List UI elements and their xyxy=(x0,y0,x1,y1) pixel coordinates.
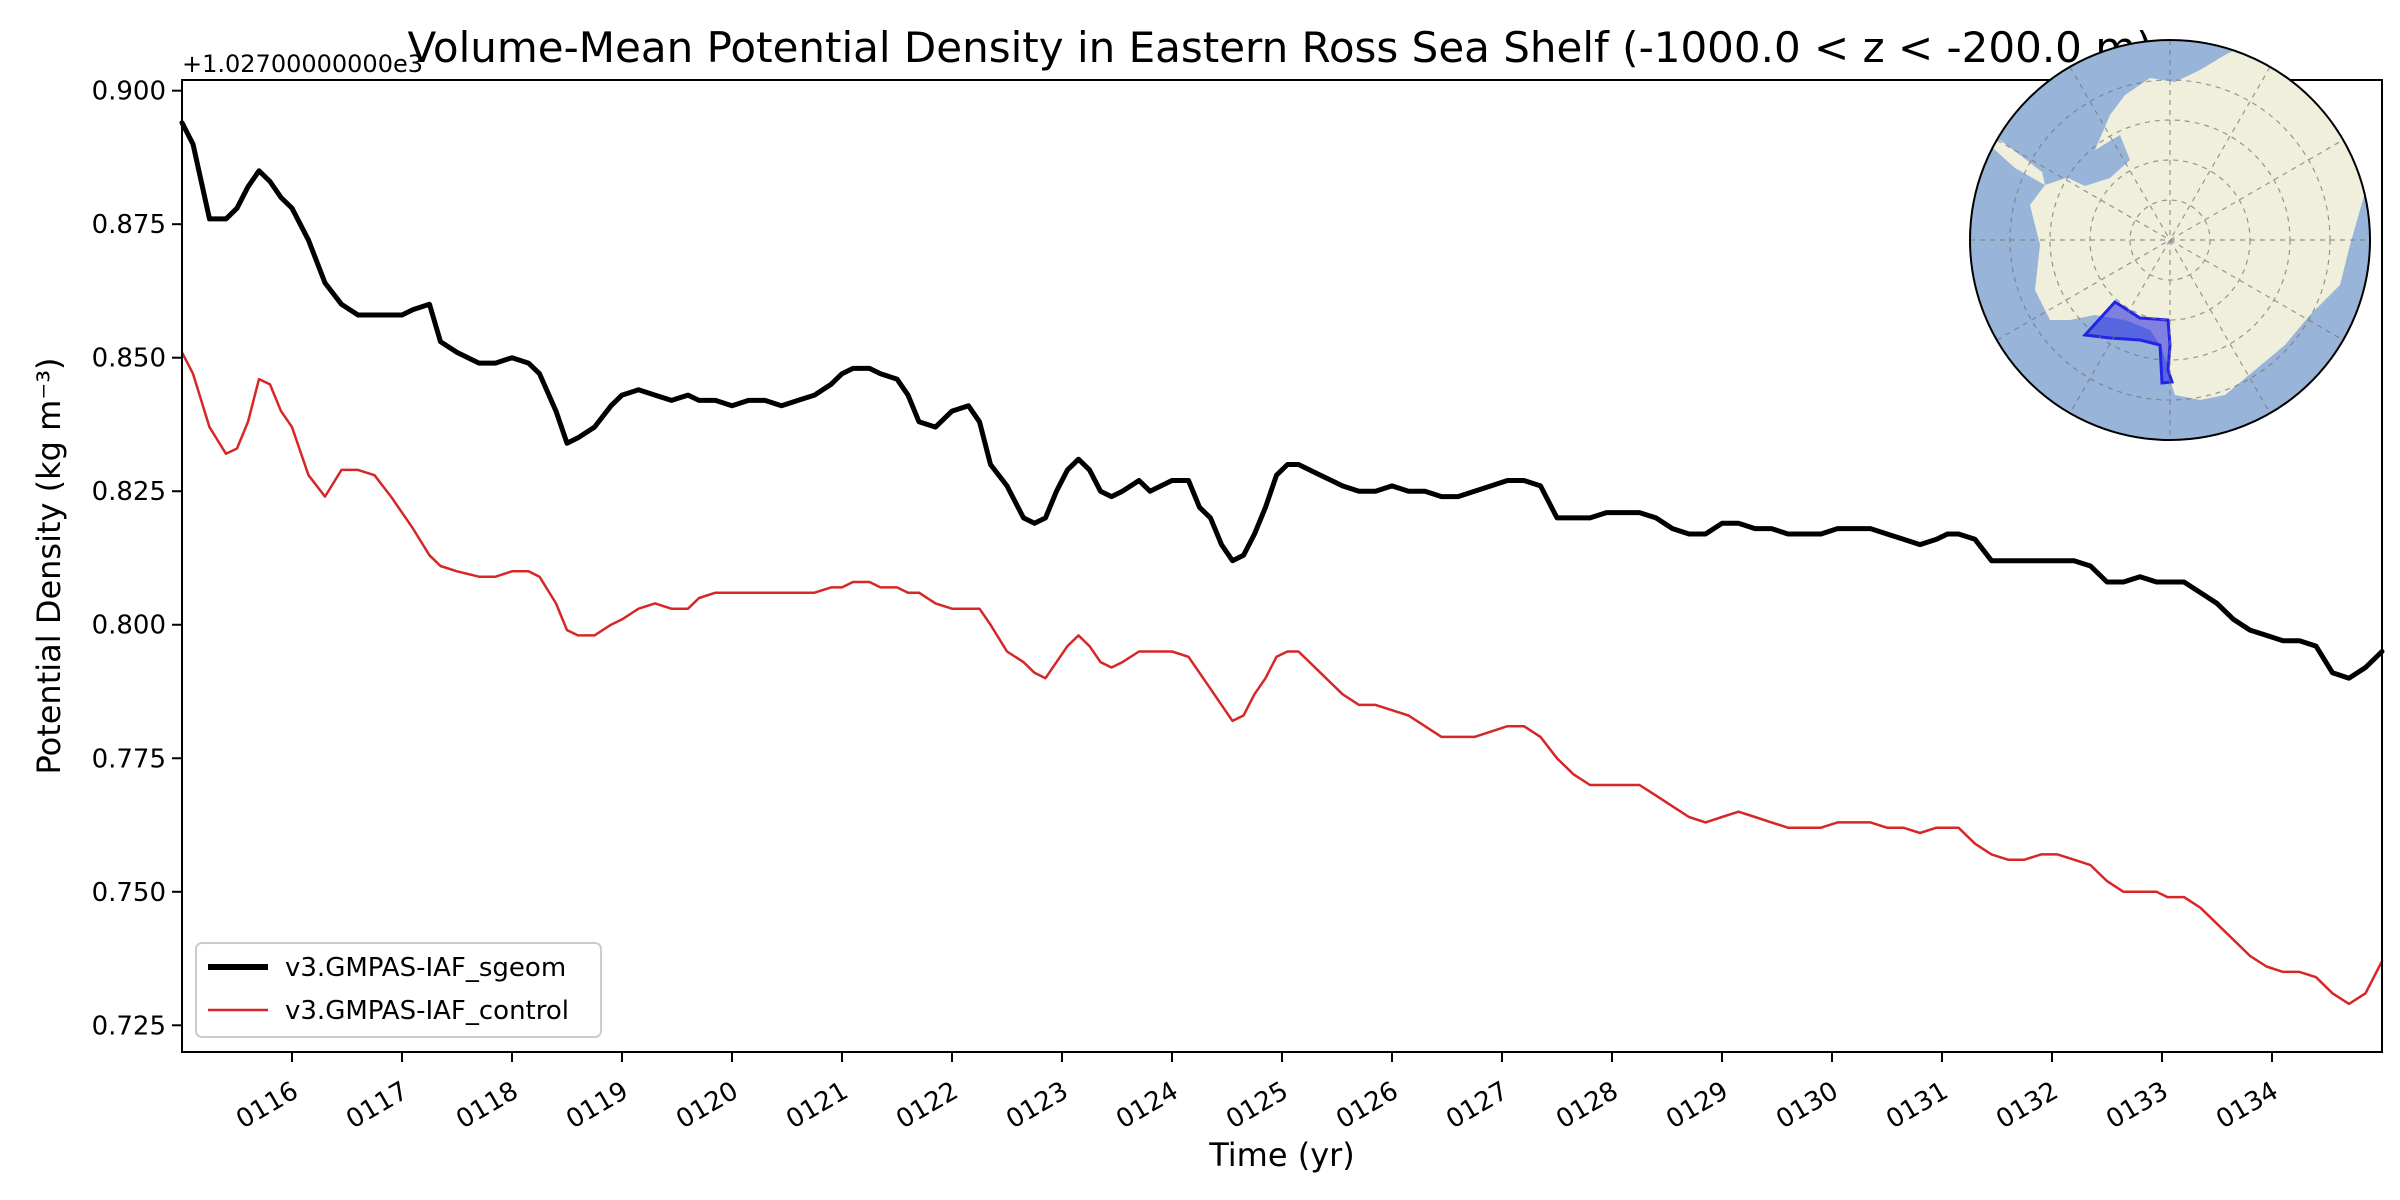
x-tick-label: 0134 xyxy=(2211,1076,2283,1135)
legend-box xyxy=(195,942,602,1038)
x-tick-label: 0118 xyxy=(451,1076,523,1135)
x-axis: 0116 0117 0118 0119 0120 0121 0122 0123 0124 0125… xyxy=(231,1052,2284,1135)
x-tick-label: 0128 xyxy=(1551,1076,1623,1135)
x-tick-label: 0119 xyxy=(561,1076,633,1135)
map-border xyxy=(1969,39,2371,441)
y-tick-label: 0.725 xyxy=(92,1011,166,1041)
series-line-1 xyxy=(180,351,2384,1006)
x-tick-label: 0123 xyxy=(1001,1076,1073,1135)
x-tick-label: 0125 xyxy=(1221,1076,1293,1135)
x-tick-label: 0130 xyxy=(1771,1076,1843,1135)
series-line-0 xyxy=(179,120,2385,681)
x-tick-label: 0116 xyxy=(231,1076,303,1135)
legend: v3.GMPAS-IAF_sgeom v3.GMPAS-IAF_control xyxy=(195,942,602,1038)
x-tick-label: 0133 xyxy=(2101,1076,2173,1135)
map-eastern-ross-sea-region xyxy=(2081,300,2175,385)
y-tick-label: 0.900 xyxy=(92,77,166,107)
series-layer xyxy=(179,120,2385,1006)
x-tick-label: 0132 xyxy=(1991,1076,2063,1135)
x-tick-label: 0131 xyxy=(1881,1076,1953,1135)
y-tick-label: 0.875 xyxy=(92,210,166,240)
map-peninsula xyxy=(1985,140,2045,185)
x-tick-label: 0122 xyxy=(891,1076,963,1135)
plot-frame xyxy=(181,79,2383,1053)
y-offset-label: +1.02700000000e3 xyxy=(182,50,423,78)
y-tick-label: 0.850 xyxy=(92,344,166,374)
y-tick-label: 0.800 xyxy=(92,611,166,641)
y-tick-label: 0.750 xyxy=(92,878,166,908)
x-tick-label: 0120 xyxy=(671,1076,743,1135)
x-tick-label: 0127 xyxy=(1441,1076,1513,1135)
inset-map xyxy=(1969,39,2371,441)
x-axis-label: Time (yr) xyxy=(1208,1136,1355,1174)
y-tick-label: 0.775 xyxy=(92,744,166,774)
legend-label-sgeom: v3.GMPAS-IAF_sgeom xyxy=(285,953,566,983)
y-axis-label: Potential Density (kg m⁻³) xyxy=(30,357,68,774)
x-tick-label: 0124 xyxy=(1111,1076,1183,1135)
x-tick-label: 0117 xyxy=(341,1076,413,1135)
chart-title: Volume-Mean Potential Density in Eastern… xyxy=(407,23,2152,72)
x-tick-label: 0129 xyxy=(1661,1076,1733,1135)
legend-label-control: v3.GMPAS-IAF_control xyxy=(285,996,569,1026)
y-tick-label: 0.825 xyxy=(92,477,166,507)
x-tick-label: 0126 xyxy=(1331,1076,1403,1135)
y-axis: 0.725 0.750 0.775 0.800 0.825 0.850 0.875 0.900 xyxy=(92,77,182,1041)
map-graticule xyxy=(1970,40,2370,440)
map-weddell-sea xyxy=(2068,135,2130,186)
x-tick-label: 0121 xyxy=(781,1076,853,1135)
